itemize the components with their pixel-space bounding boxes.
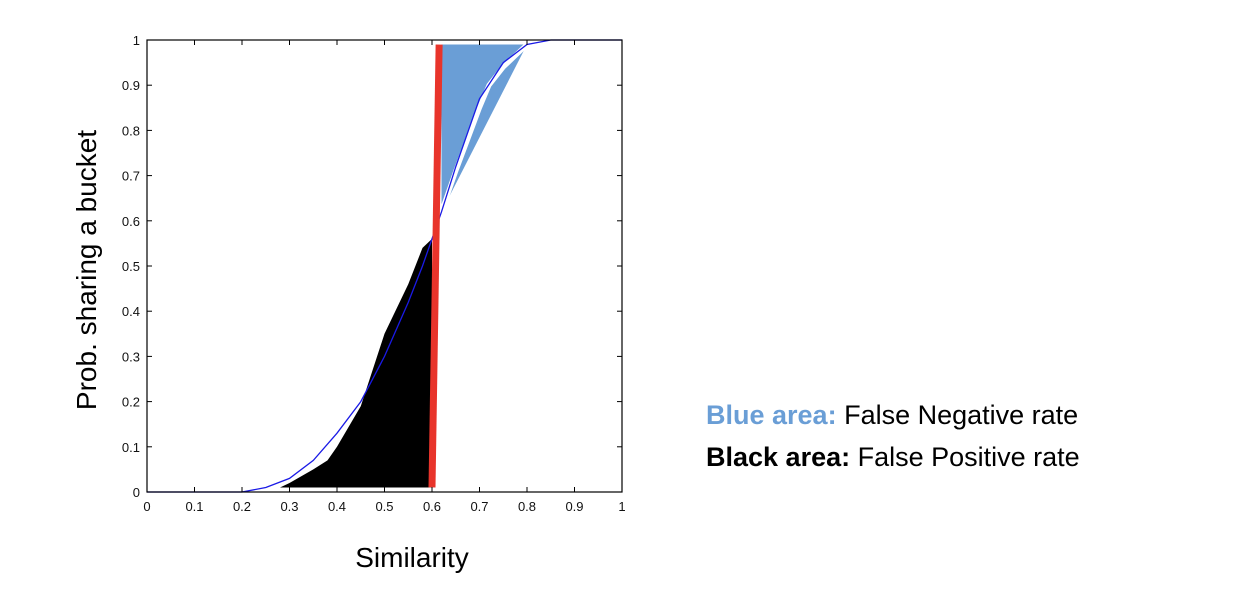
y-tick-label: 0.4 <box>122 304 140 319</box>
x-tick-label: 0.2 <box>233 499 251 514</box>
legend-entry-black: Black area: False Positive rate <box>706 436 1080 478</box>
false-positive-area <box>280 238 432 488</box>
x-tick-label: 0.3 <box>280 499 298 514</box>
y-tick-label: 0.1 <box>122 440 140 455</box>
y-tick-label: 1 <box>133 33 140 48</box>
series-line-0 <box>147 39 622 493</box>
axis-ticks: 0 0.1 0.2 0.3 0.4 0.5 0.6 0.7 0.8 0.9 1 0 0.1 0.2 0.3 0… <box>122 33 626 514</box>
x-axis-label: Similarity <box>355 542 469 573</box>
shaded-regions <box>280 42 529 488</box>
legend: Blue area: False Negative rate Black are… <box>706 394 1080 478</box>
legend-text-black: False Positive rate <box>850 442 1080 472</box>
y-tick-label: 0.5 <box>122 259 140 274</box>
threshold-line <box>428 44 443 488</box>
y-tick-label: 0.2 <box>122 395 140 410</box>
y-axis-label: Prob. sharing a bucket <box>71 130 102 410</box>
x-tick-label: 0.5 <box>375 499 393 514</box>
legend-key-blue: Blue area <box>706 400 828 430</box>
legend-key-black: Black area: <box>706 442 851 472</box>
legend-text-blue: False Negative rate <box>836 400 1079 430</box>
x-tick-label: 0.4 <box>328 499 346 514</box>
x-tick-label: 0.1 <box>185 499 203 514</box>
y-tick-label: 0.6 <box>122 214 140 229</box>
x-tick-label: 0.6 <box>423 499 441 514</box>
false-negative-area-edge <box>439 42 529 213</box>
x-tick-label: 0.9 <box>565 499 583 514</box>
x-tick-label: 0.8 <box>518 499 536 514</box>
y-tick-label: 0.9 <box>122 78 140 93</box>
x-tick-label: 0 <box>143 499 150 514</box>
x-tick-label: 1 <box>618 499 625 514</box>
y-tick-label: 0 <box>133 485 140 500</box>
legend-sep-blue: : <box>827 400 837 430</box>
threshold-layer <box>428 44 443 488</box>
series-layer <box>147 39 622 493</box>
legend-entry-blue: Blue area: False Negative rate <box>706 394 1080 436</box>
y-tick-label: 0.3 <box>122 349 140 364</box>
y-tick-label: 0.7 <box>122 169 140 184</box>
y-tick-label: 0.8 <box>122 123 140 138</box>
false-negative-area <box>441 44 527 212</box>
x-tick-label: 0.7 <box>470 499 488 514</box>
